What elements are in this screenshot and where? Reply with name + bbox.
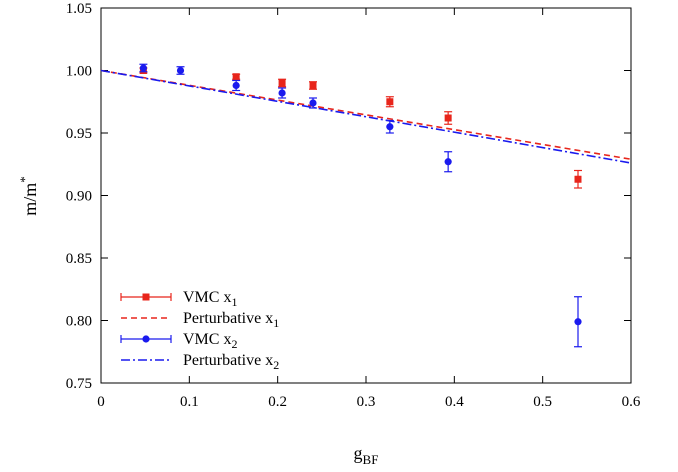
x-axis-title: gBF	[354, 443, 379, 467]
legend-label: Perturbative x1	[183, 310, 279, 330]
y-tick-label: 0.90	[66, 189, 92, 205]
data-point	[386, 123, 394, 131]
axis-ticks: 0 0.1 0.2 0.3 0.4 0.5 0.6 0.75 0.80 0.85 0.90 0.95 1…	[66, 1, 641, 410]
series-line	[100, 69, 632, 164]
data-point	[444, 158, 452, 166]
legend-label: VMC x2	[183, 331, 237, 351]
legend-label: Perturbative x2	[183, 352, 279, 372]
y-tick-label: 1.05	[66, 1, 92, 17]
y-tick-label: 0.75	[66, 376, 92, 392]
data-point	[176, 66, 185, 75]
legend-marker	[142, 293, 150, 301]
y-tick-label: 0.95	[66, 126, 92, 142]
data-point	[574, 318, 582, 326]
data-point	[232, 81, 240, 90]
data-point	[309, 82, 317, 89]
x-tick-label: 0.3	[357, 394, 376, 410]
legend-label: VMC x1	[183, 289, 237, 309]
x-tick-label: 0.1	[180, 394, 199, 410]
data-point	[309, 99, 317, 107]
x-tick-label: 0.4	[445, 394, 464, 410]
x-tick-label: 0.6	[622, 394, 641, 410]
data-point	[444, 114, 452, 122]
series-layer	[100, 63, 632, 348]
data-point	[139, 64, 147, 72]
x-tick-label: 0.2	[268, 394, 287, 410]
y-tick-label: 0.80	[66, 314, 92, 330]
y-tick-label: 1.00	[66, 64, 92, 80]
plot-frame	[100, 7, 632, 384]
x-tick-label: 0.5	[533, 394, 552, 410]
data-point	[574, 175, 582, 183]
y-axis-title: m/m*	[17, 176, 40, 216]
x-tick-label: 0	[97, 394, 105, 410]
data-point	[278, 79, 286, 87]
data-point	[386, 98, 394, 106]
y-tick-label: 0.85	[66, 251, 92, 267]
data-point	[278, 89, 286, 97]
data-point	[232, 73, 240, 81]
legend-marker	[142, 335, 150, 343]
